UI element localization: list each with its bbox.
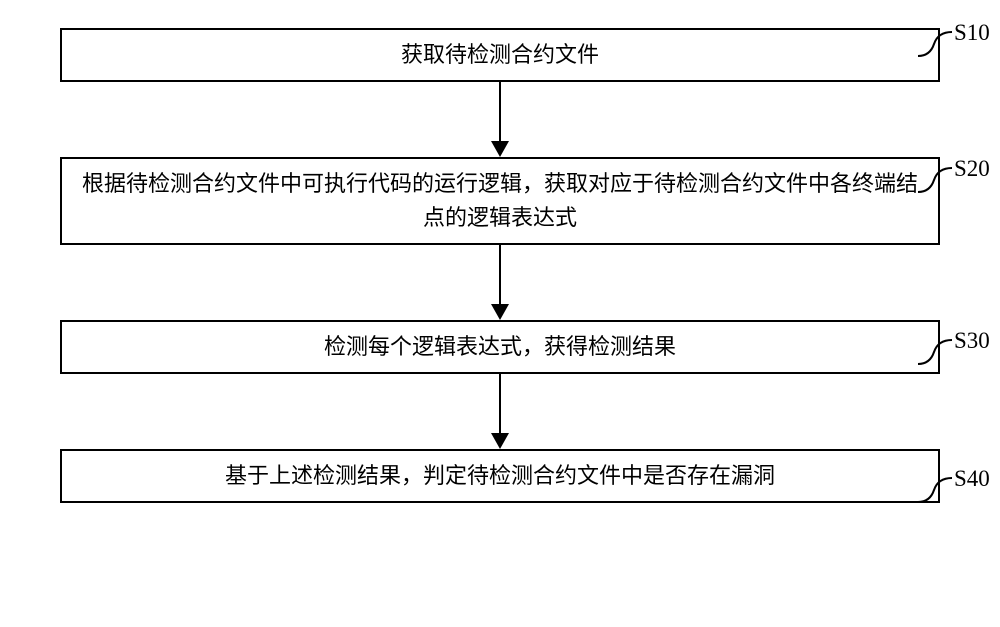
flow-step-s10: 获取待检测合约文件 <box>60 28 940 82</box>
flow-step-text: 根据待检测合约文件中可执行代码的运行逻辑，获取对应于待检测合约文件中各终端结点的… <box>62 157 938 245</box>
connector-curve-icon <box>916 30 954 58</box>
flow-arrow <box>491 374 509 449</box>
flow-step-text: 检测每个逻辑表达式，获得检测结果 <box>304 320 696 374</box>
step-label-s40: S40 <box>954 466 990 492</box>
flow-arrow <box>491 245 509 320</box>
arrow-line <box>499 245 501 305</box>
arrow-line <box>499 374 501 434</box>
flow-step-s20: 根据待检测合约文件中可执行代码的运行逻辑，获取对应于待检测合约文件中各终端结点的… <box>60 157 940 245</box>
flow-step-s30: 检测每个逻辑表达式，获得检测结果 <box>60 320 940 374</box>
arrow-head-icon <box>491 433 509 449</box>
arrow-line <box>499 82 501 142</box>
arrow-head-icon <box>491 141 509 157</box>
arrow-head-icon <box>491 304 509 320</box>
flowchart-container: 获取待检测合约文件 根据待检测合约文件中可执行代码的运行逻辑，获取对应于待检测合… <box>38 28 962 503</box>
connector-curve-icon <box>916 338 954 366</box>
step-label-s30: S30 <box>954 328 990 354</box>
flow-step-s40: 基于上述检测结果，判定待检测合约文件中是否存在漏洞 <box>60 449 940 503</box>
flow-step-text: 获取待检测合约文件 <box>381 28 619 82</box>
flow-arrow <box>491 82 509 157</box>
connector-curve-icon <box>916 476 954 504</box>
connector-curve-icon <box>916 166 954 194</box>
flow-step-text: 基于上述检测结果，判定待检测合约文件中是否存在漏洞 <box>205 449 795 503</box>
step-label-s10: S10 <box>954 20 990 46</box>
step-label-s20: S20 <box>954 156 990 182</box>
